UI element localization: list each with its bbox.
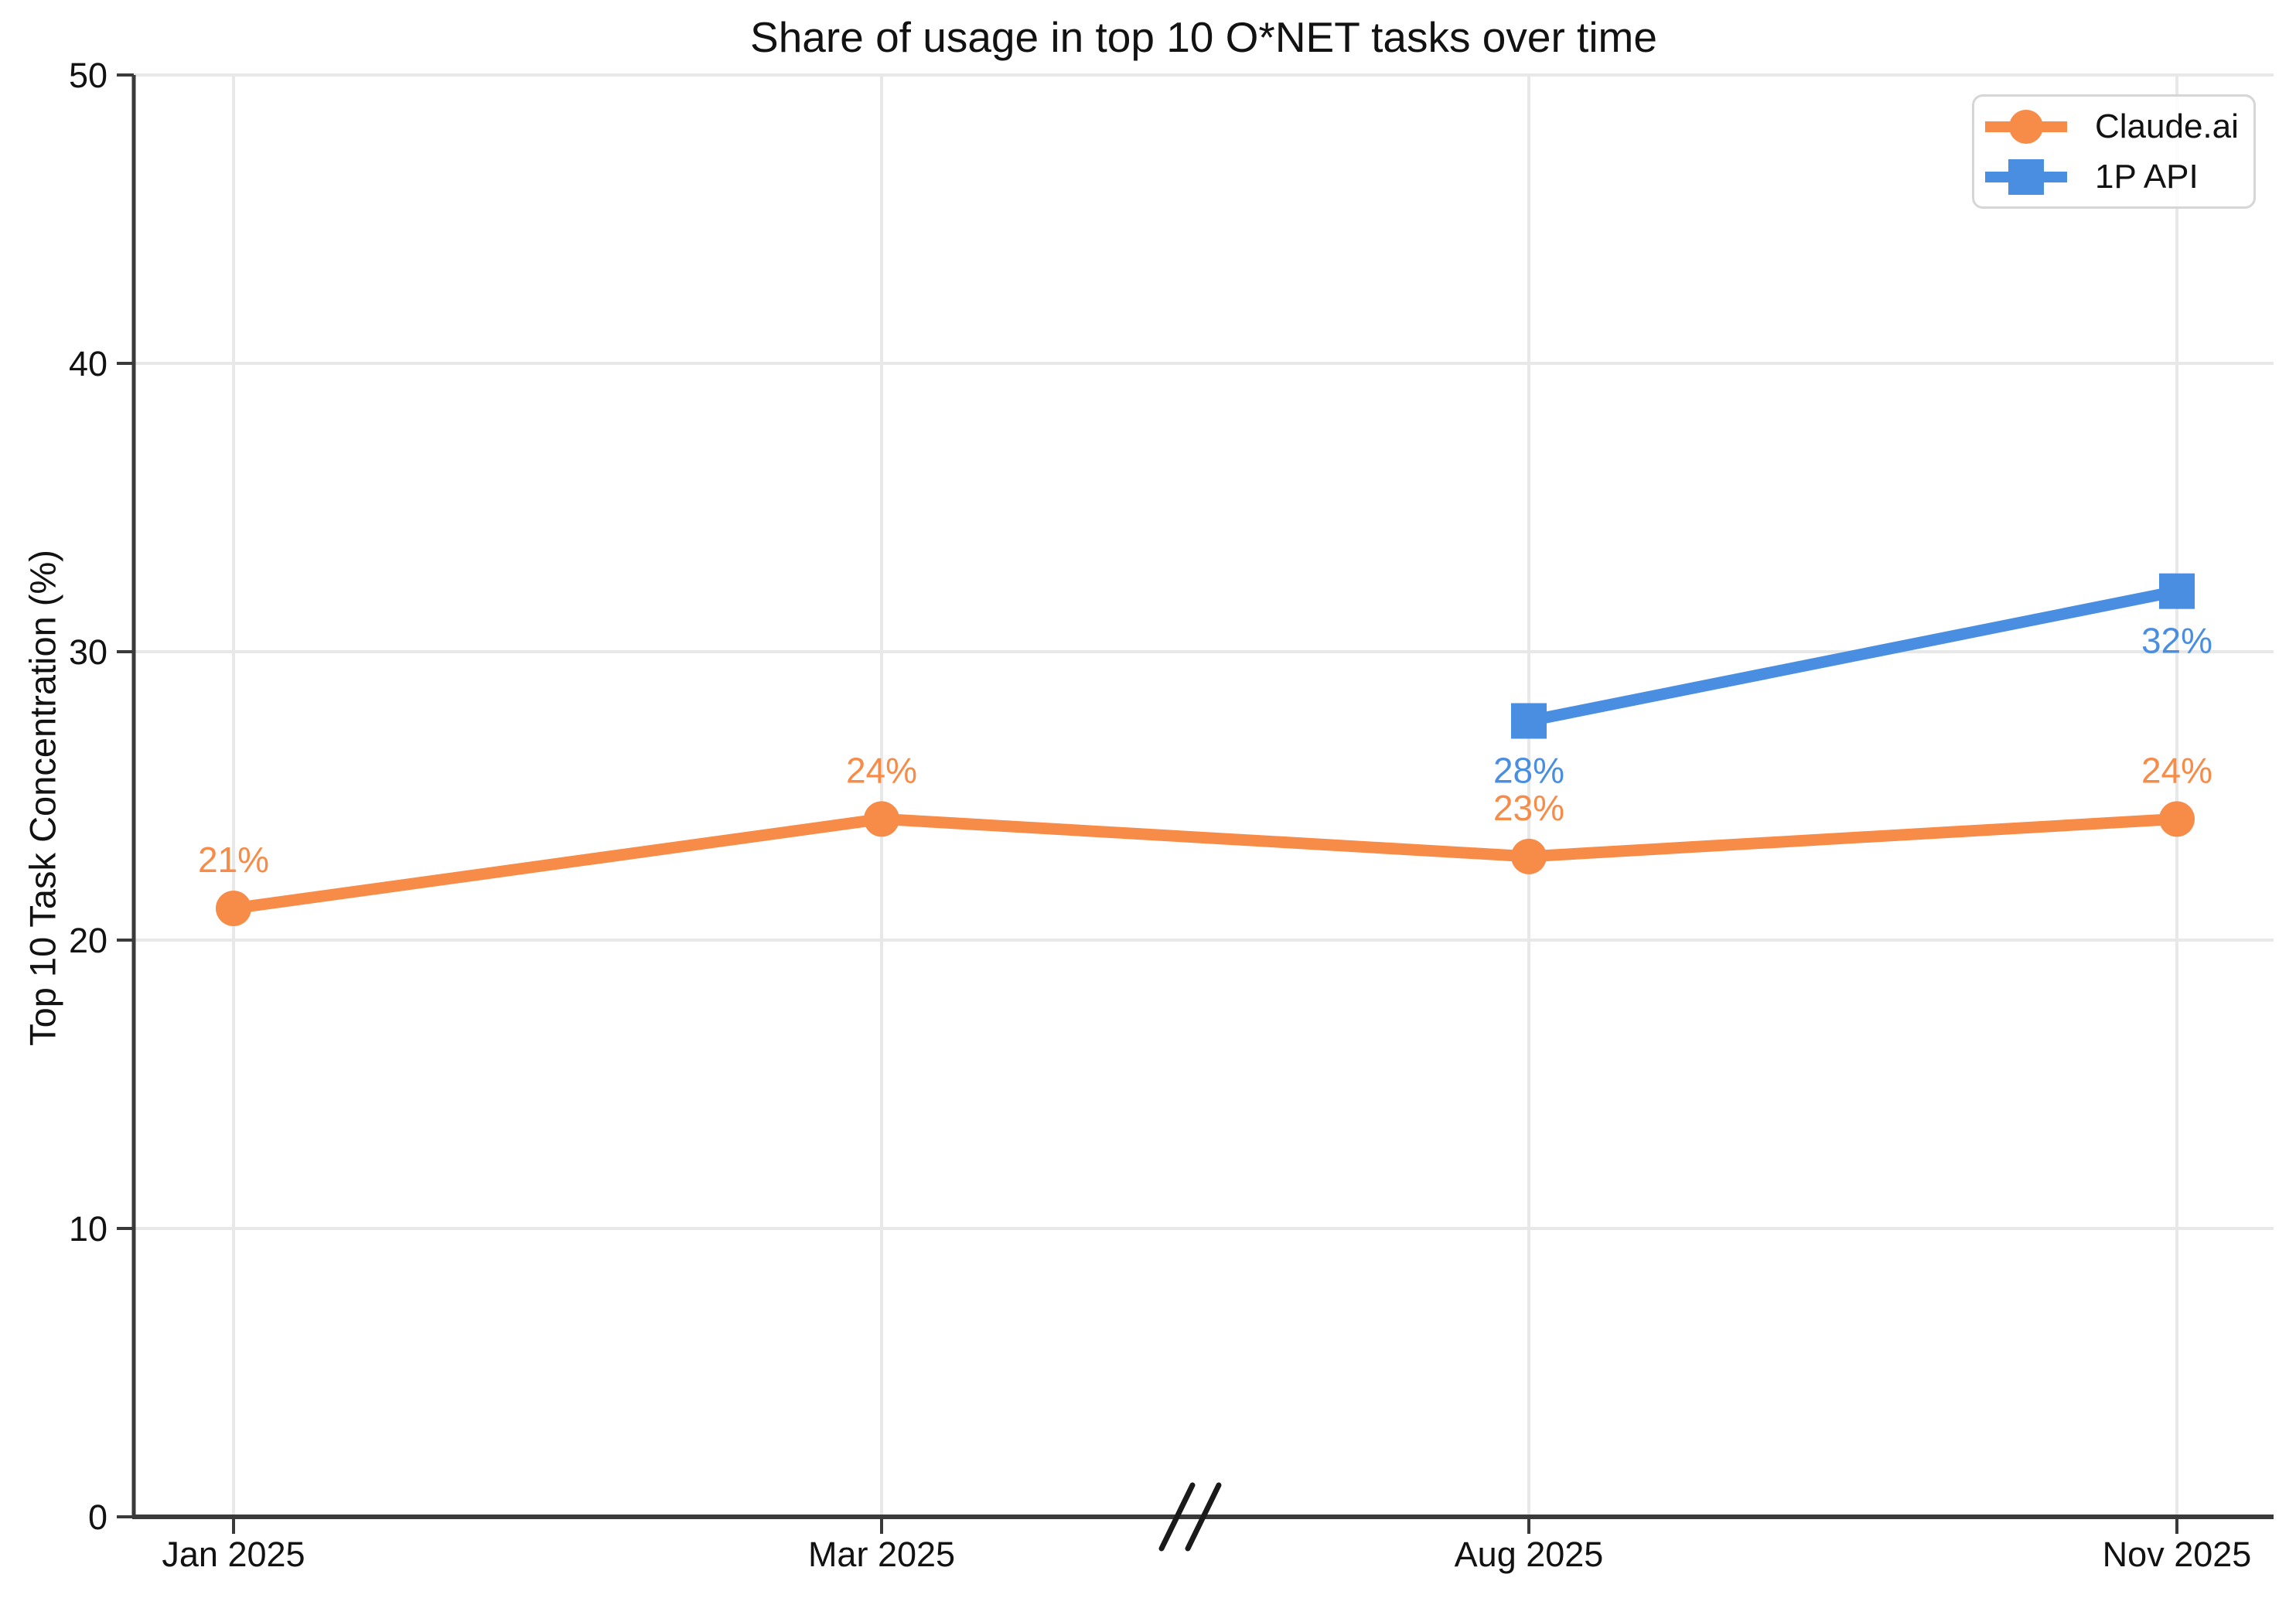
y-tick-label: 10 <box>69 1209 107 1249</box>
y-tick-label: 0 <box>88 1497 107 1537</box>
data-point-marker <box>864 801 899 837</box>
data-point-marker <box>1511 838 1547 874</box>
x-tick-label: Mar 2025 <box>808 1535 955 1574</box>
data-point-marker <box>2159 801 2195 837</box>
data-point-label: 24% <box>2141 750 2212 790</box>
data-point-label: 24% <box>846 750 917 790</box>
y-tick-label: 30 <box>69 632 107 672</box>
series-line-claude-ai <box>227 813 2183 915</box>
legend-item-1p-api: 1P API <box>1984 155 2253 199</box>
data-point-label: 23% <box>1493 788 1564 828</box>
legend-label: 1P API <box>2095 157 2199 196</box>
legend: Claude.ai 1P API <box>1972 94 2256 209</box>
legend-item-claude-ai: Claude.ai <box>1984 105 2253 148</box>
y-tick-label: 20 <box>69 921 107 960</box>
data-point-label: 32% <box>2141 621 2212 661</box>
legend-label: Claude.ai <box>2095 107 2239 145</box>
y-tick-label: 50 <box>69 56 107 95</box>
axis-break-icon <box>1158 1482 1196 1552</box>
data-point-label: 28% <box>1493 751 1564 791</box>
legend-marker-square-icon <box>1985 158 2067 195</box>
legend-marker-circle-icon <box>1985 109 2067 144</box>
axis-break-icon <box>1185 1482 1222 1552</box>
series-line-1p-api <box>1523 585 2183 727</box>
data-point-marker <box>1511 703 1547 739</box>
data-point-marker <box>216 890 251 926</box>
x-tick-label: Aug 2025 <box>1455 1535 1604 1574</box>
chart-title: Share of usage in top 10 O*NET tasks ove… <box>750 13 1657 61</box>
data-point-marker <box>2159 573 2195 609</box>
y-tick-label: 40 <box>69 344 107 383</box>
x-tick-label: Nov 2025 <box>2103 1535 2252 1574</box>
data-point-label: 21% <box>198 840 269 880</box>
x-tick-label: Jan 2025 <box>162 1535 305 1574</box>
